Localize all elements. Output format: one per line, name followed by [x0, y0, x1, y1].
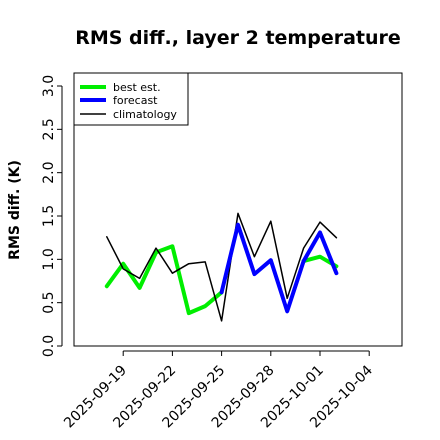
legend-label-best-est: best est.: [113, 81, 161, 94]
series-line-forecast: [219, 222, 339, 314]
series-layer: [104, 212, 339, 322]
y-tick-label: 1.0: [41, 248, 57, 270]
plot-frame: [73, 72, 403, 347]
legend-label-climatology: climatology: [113, 108, 177, 121]
y-tick-label: 3.0: [41, 75, 57, 97]
y-tick-label: 0.0: [41, 335, 57, 357]
series-line-climatology: [106, 212, 338, 322]
legend: best est. forecast climatology: [73, 72, 189, 126]
legend-label-forecast: forecast: [113, 94, 158, 107]
x-axis: 2025-09-192025-09-222025-09-252025-09-28…: [61, 350, 376, 431]
y-axis-label: RMS diff. (K): [7, 160, 23, 260]
y-tick-label: 1.5: [41, 205, 57, 227]
series-line-best-est: [104, 244, 224, 316]
y-tick-label: 2.0: [41, 162, 57, 184]
y-axis: 0.0 0.5 1.0 1.5 2.0 2.5 3.0: [41, 75, 63, 357]
chart-title: RMS diff., layer 2 temperature: [75, 27, 401, 49]
y-tick-label: 0.5: [41, 292, 57, 314]
y-tick-label: 2.5: [41, 118, 57, 140]
